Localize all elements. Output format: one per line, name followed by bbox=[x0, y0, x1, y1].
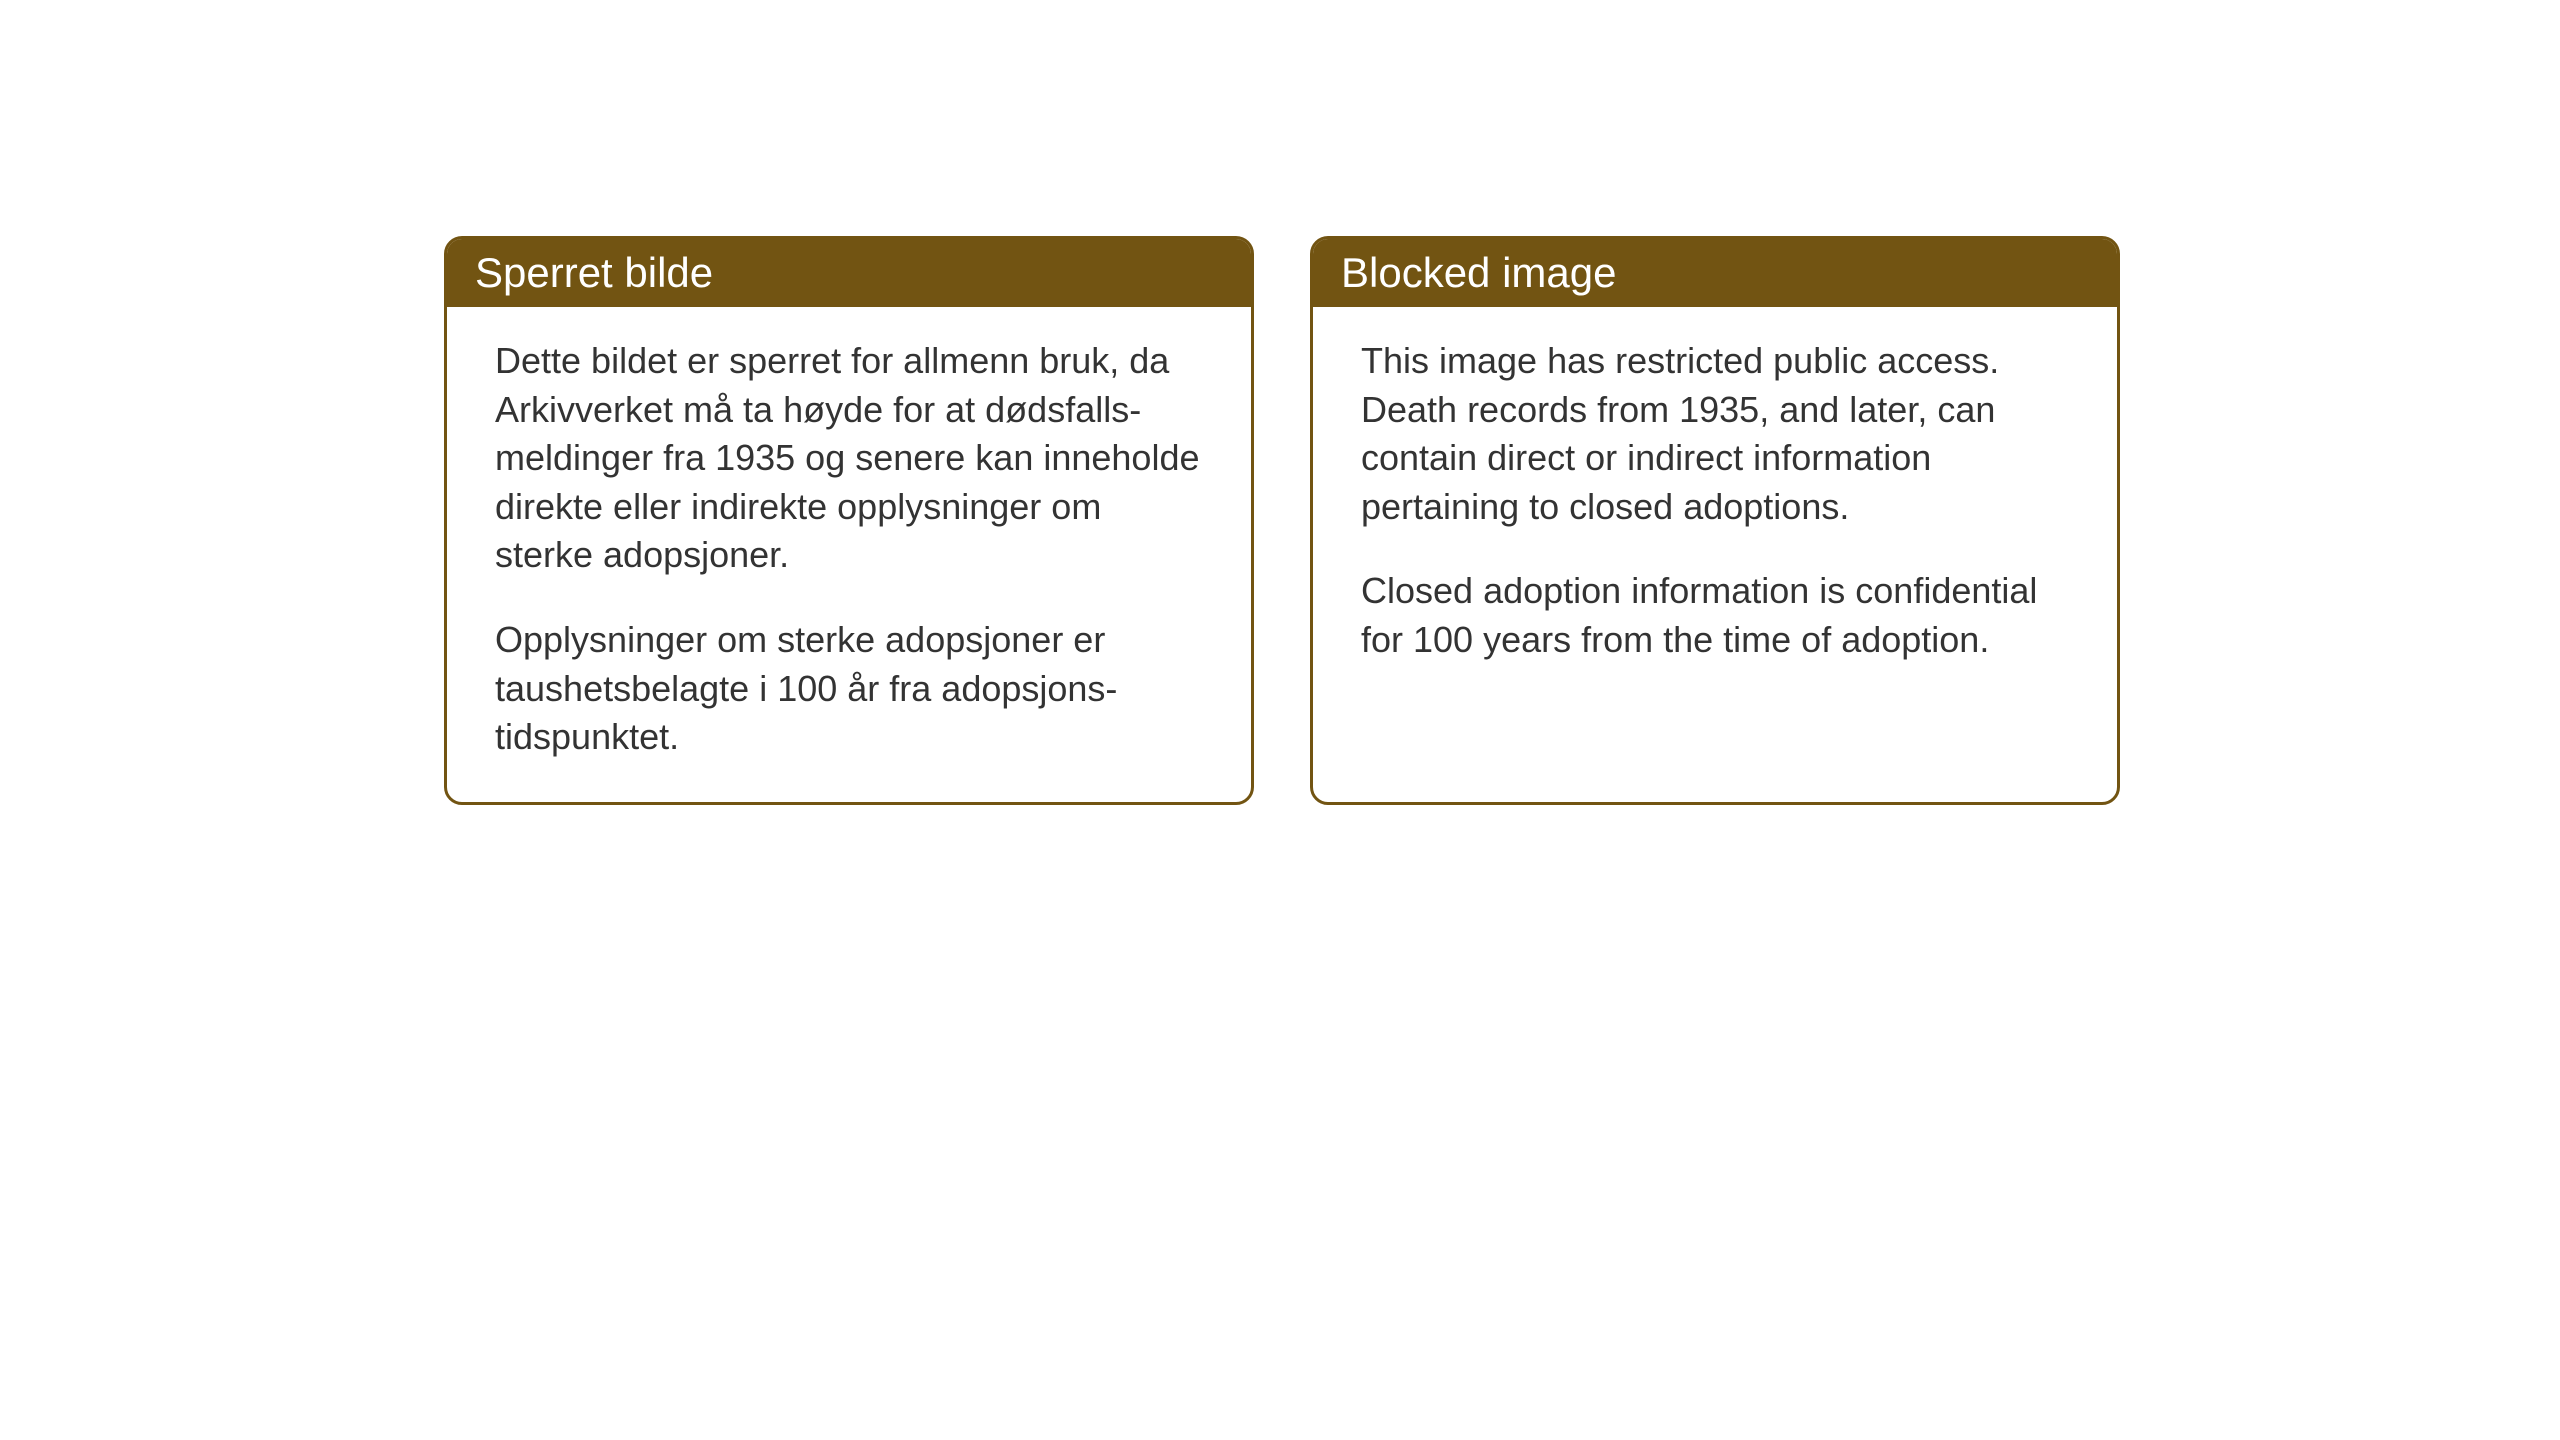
card-header-english: Blocked image bbox=[1313, 239, 2117, 307]
english-paragraph-2: Closed adoption information is confident… bbox=[1361, 567, 2069, 664]
english-paragraph-1: This image has restricted public access.… bbox=[1361, 337, 2069, 531]
card-body-english: This image has restricted public access.… bbox=[1313, 307, 2117, 705]
blocked-image-card-english: Blocked image This image has restricted … bbox=[1310, 236, 2120, 805]
blocked-image-card-norwegian: Sperret bilde Dette bildet er sperret fo… bbox=[444, 236, 1254, 805]
card-header-norwegian: Sperret bilde bbox=[447, 239, 1251, 307]
cards-container: Sperret bilde Dette bildet er sperret fo… bbox=[444, 236, 2120, 805]
card-body-norwegian: Dette bildet er sperret for allmenn bruk… bbox=[447, 307, 1251, 802]
norwegian-paragraph-1: Dette bildet er sperret for allmenn bruk… bbox=[495, 337, 1203, 580]
norwegian-paragraph-2: Opplysninger om sterke adopsjoner er tau… bbox=[495, 616, 1203, 762]
